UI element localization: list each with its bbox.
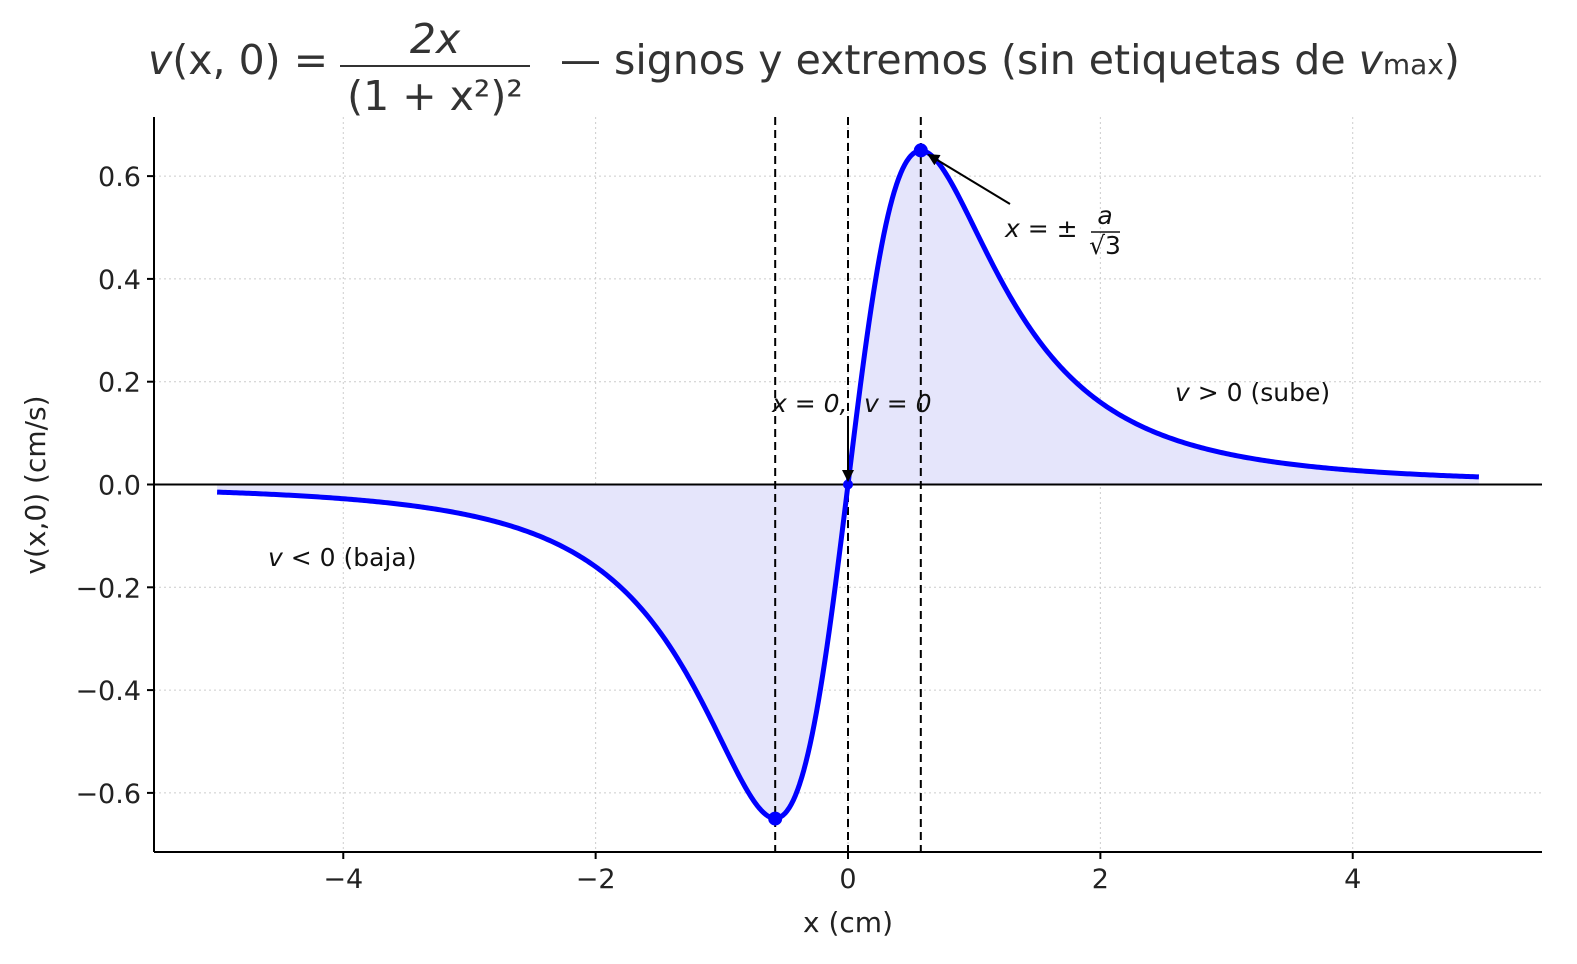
extremum-point [913,143,928,158]
annotation-extremum-num: a [1097,201,1112,230]
title-lhs: v [148,36,173,84]
x-axis-label: x (cm) [803,906,893,939]
extrema-points [768,143,928,826]
extremum-point [843,479,853,490]
x-tick-label: −2 [576,864,616,895]
x-tick-label: 0 [839,864,856,895]
annotation-extremum: x = ± a √3 [927,153,1121,260]
y-tick-label: −0.4 [75,676,141,707]
svg-text:— signos y extremos (sin etiq: — signos y extremos (sin etiquetas de vm… [560,36,1460,84]
annotation-zero-x: x = 0, [771,389,848,418]
x-tick-label: −4 [323,864,363,895]
ticks: −4 −2 0 2 4 −0.6 −0.4 −0.2 0.0 0.2 0.4 0.6 [75,162,1361,895]
annotation-zero-v: v = 0 [864,389,932,418]
y-tick-label: −0.6 [75,779,141,810]
annotation-extremum-den: √3 [1089,231,1121,260]
y-tick-label: 0.4 [98,265,141,296]
title-denominator: (1 + x²)² [347,72,523,120]
annotation-extremum-prefix: x = ± [1004,214,1078,243]
y-axis-label: v(x,0) (cm/s) [19,395,52,574]
title-vmax-v: v [1359,36,1384,84]
y-tick-label: 0.2 [98,368,141,399]
title-vmax-sub: max [1383,48,1444,81]
annotation-zero: x = 0, v = 0 [771,389,932,482]
y-tick-label: 0.6 [98,162,141,193]
title-numerator: 2x [410,15,461,63]
x-tick-label: 2 [1092,864,1109,895]
title-text: — signos y extremos (sin etiquetas de [560,36,1359,84]
y-tick-label: 0.0 [98,471,141,502]
svg-text:v(x, 0) =: v(x, 0) = [148,36,328,84]
title-close: ) [1444,36,1460,84]
annotation-positive: v > 0 (sube) [1175,378,1330,407]
extremum-point [768,811,783,826]
y-tick-label: −0.2 [75,573,141,604]
annotation-negative: v < 0 (baja) [268,543,416,572]
chart-title: v(x, 0) = 2x (1 + x²)² — signos y extrem… [148,15,1460,120]
title-lhs-args: (x, 0) = [172,36,328,84]
annotation-extremum-arrow [927,153,1011,205]
x-tick-label: 4 [1344,864,1361,895]
